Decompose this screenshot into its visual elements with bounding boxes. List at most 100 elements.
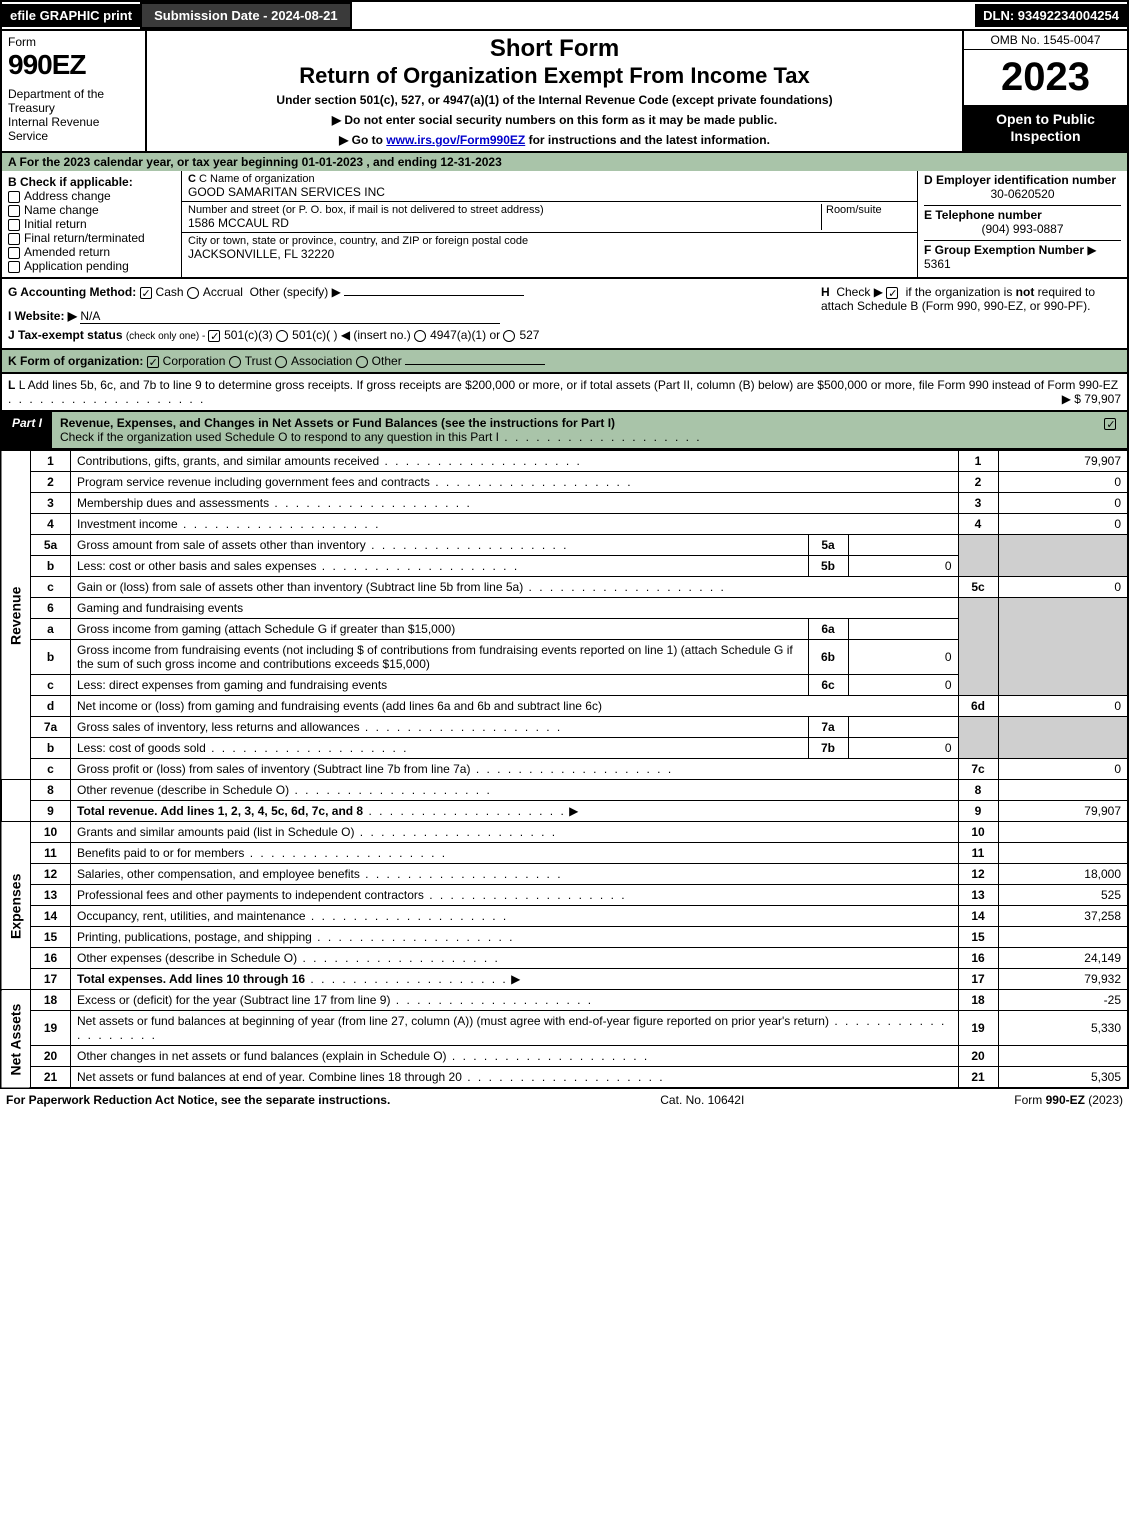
line-num: 12: [31, 864, 71, 885]
row-a-text: A For the 2023 calendar year, or tax yea…: [8, 155, 502, 169]
group-exemption-label: F Group Exemption Number: [924, 243, 1084, 257]
org-name-label: C C Name of organization: [188, 173, 911, 185]
line-desc: Gross income from fundraising events (no…: [77, 643, 793, 671]
chk-cash[interactable]: [140, 287, 152, 299]
sub-value: 0: [848, 675, 958, 696]
line-value: [998, 822, 1128, 843]
chk-accrual[interactable]: [187, 287, 199, 299]
line-box: 16: [958, 948, 998, 969]
line-desc: Gross sales of inventory, less returns a…: [77, 720, 360, 734]
instr2-post: for instructions and the latest informat…: [525, 133, 770, 147]
line-value: 18,000: [998, 864, 1128, 885]
line-box: 3: [958, 493, 998, 514]
lbl-final-return: Final return/terminated: [24, 231, 145, 245]
line-box: 12: [958, 864, 998, 885]
footer-right: Form 990-EZ (2023): [1014, 1093, 1123, 1107]
part-1-title: Revenue, Expenses, and Changes in Net As…: [52, 412, 1097, 448]
city-label: City or town, state or province, country…: [188, 235, 528, 247]
form-number: 990EZ: [8, 49, 139, 81]
chk-name-change[interactable]: [8, 205, 20, 217]
instr2-pre: ▶ Go to: [339, 133, 386, 147]
line-desc: Professional fees and other payments to …: [77, 888, 424, 902]
header-left: Form 990EZ Department of the Treasury In…: [2, 31, 147, 151]
org-address: 1586 MCCAUL RD: [188, 216, 821, 230]
chk-application-pending[interactable]: [8, 261, 20, 273]
tax-exempt-note: (check only one) -: [126, 331, 208, 342]
lbl-amended-return: Amended return: [24, 245, 110, 259]
line-num: 5a: [31, 535, 71, 556]
line-desc: Gross amount from sale of assets other t…: [77, 538, 366, 552]
lbl-association: Association: [291, 354, 352, 368]
line-box: 15: [958, 927, 998, 948]
grey-value: [998, 535, 1128, 577]
row-l-text: L Add lines 5b, 6c, and 7b to line 9 to …: [19, 378, 1118, 392]
lbl-address-change: Address change: [24, 189, 111, 203]
omb-number: OMB No. 1545-0047: [964, 31, 1127, 50]
room-label: Room/suite: [826, 204, 911, 216]
efile-print-button[interactable]: efile GRAPHIC print: [2, 4, 140, 27]
chk-address-change[interactable]: [8, 191, 20, 203]
row-a-calendar-year: A For the 2023 calendar year, or tax yea…: [0, 153, 1129, 171]
chk-other-org[interactable]: [356, 356, 368, 368]
line-value: 525: [998, 885, 1128, 906]
line-box: 9: [958, 801, 998, 822]
submission-date-button[interactable]: Submission Date - 2024-08-21: [140, 2, 352, 29]
chk-association[interactable]: [275, 356, 287, 368]
line-box: 17: [958, 969, 998, 990]
chk-501c[interactable]: [276, 330, 288, 342]
phone-label: E Telephone number: [924, 208, 1042, 222]
lbl-other-org: Other: [372, 354, 402, 368]
line-num: 15: [31, 927, 71, 948]
chk-schedule-b-not-required[interactable]: [886, 287, 898, 299]
line-desc: Excess or (deficit) for the year (Subtra…: [77, 993, 390, 1007]
lbl-527: 527: [519, 328, 539, 342]
chk-trust[interactable]: [229, 356, 241, 368]
line-value: 0: [998, 577, 1128, 598]
subtitle: Under section 501(c), 527, or 4947(a)(1)…: [155, 93, 954, 107]
instruction-2: ▶ Go to www.irs.gov/Form990EZ for instru…: [155, 133, 954, 147]
grey-box: [958, 598, 998, 696]
open-to-public: Open to Public Inspection: [964, 105, 1127, 151]
line-desc: Gross profit or (loss) from sales of inv…: [77, 762, 470, 776]
line-desc: Net income or (loss) from gaming and fun…: [77, 699, 602, 713]
chk-final-return[interactable]: [8, 233, 20, 245]
line-num: 20: [31, 1046, 71, 1067]
sub-value: 0: [848, 640, 958, 675]
line-box: 21: [958, 1067, 998, 1089]
org-name: GOOD SAMARITAN SERVICES INC: [188, 185, 911, 199]
line-desc: Less: cost of goods sold: [77, 741, 206, 755]
lbl-501c3: 501(c)(3): [224, 328, 273, 342]
chk-527[interactable]: [503, 330, 515, 342]
sub-box: 5b: [808, 556, 848, 577]
org-info-row: B Check if applicable: Address change Na…: [0, 171, 1129, 279]
ein-value: 30-0620520: [924, 187, 1121, 201]
chk-amended-return[interactable]: [8, 247, 20, 259]
line-desc: Other changes in net assets or fund bala…: [77, 1049, 447, 1063]
header-right: OMB No. 1545-0047 2023 Open to Public In…: [962, 31, 1127, 151]
line-box: 2: [958, 472, 998, 493]
line-desc: Other revenue (describe in Schedule O): [77, 783, 289, 797]
line-desc: Printing, publications, postage, and shi…: [77, 930, 312, 944]
line-desc: Total revenue. Add lines 1, 2, 3, 4, 5c,…: [77, 804, 363, 818]
line-desc: Program service revenue including govern…: [77, 475, 430, 489]
chk-schedule-o-used[interactable]: [1104, 418, 1116, 430]
lbl-application-pending: Application pending: [24, 259, 129, 273]
phone-value: (904) 993-0887: [924, 222, 1121, 236]
irs-link[interactable]: www.irs.gov/Form990EZ: [386, 133, 525, 147]
line-value: 24,149: [998, 948, 1128, 969]
line-num: 1: [31, 451, 71, 472]
line-num: 3: [31, 493, 71, 514]
part-1-sub: Check if the organization used Schedule …: [60, 430, 499, 444]
col-c-org-details: C C Name of organization GOOD SAMARITAN …: [182, 171, 917, 277]
other-org-input[interactable]: [405, 364, 545, 365]
chk-4947[interactable]: [414, 330, 426, 342]
chk-corporation[interactable]: [147, 356, 159, 368]
chk-501c3[interactable]: [208, 330, 220, 342]
topbar: efile GRAPHIC print Submission Date - 20…: [0, 0, 1129, 31]
footer-mid: Cat. No. 10642I: [660, 1093, 744, 1107]
other-specify-input[interactable]: [344, 295, 524, 296]
line-desc: Gross income from gaming (attach Schedul…: [77, 622, 455, 636]
line-num: b: [31, 640, 71, 675]
chk-initial-return[interactable]: [8, 219, 20, 231]
line-value: 37,258: [998, 906, 1128, 927]
